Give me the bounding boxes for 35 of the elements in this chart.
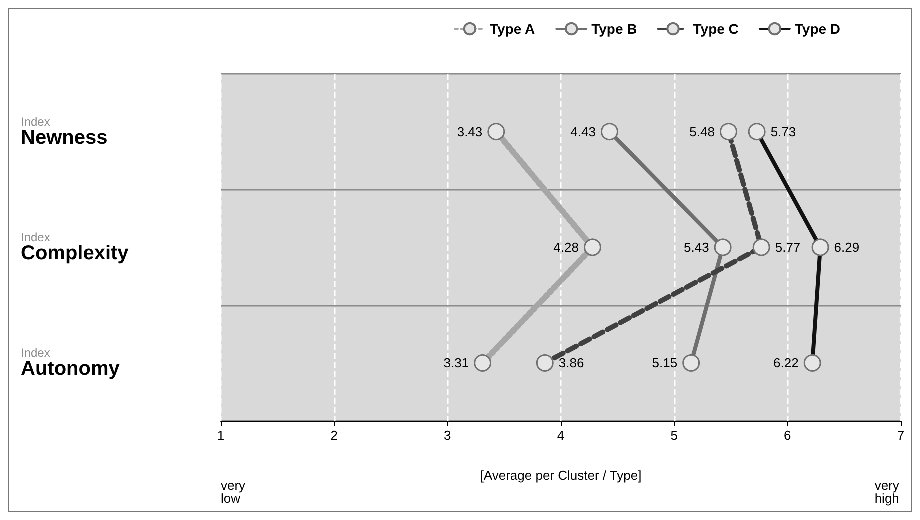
data-label: 5.48 bbox=[690, 124, 715, 140]
data-label: 4.43 bbox=[570, 124, 596, 140]
x-tick-label: 6 bbox=[784, 428, 792, 443]
y-tick-label: Index Complexity bbox=[21, 230, 130, 264]
point bbox=[601, 123, 618, 141]
legend-label: Type B bbox=[592, 21, 638, 37]
x-tick-label: 1 bbox=[217, 428, 225, 443]
x-tick-label: 5 bbox=[670, 428, 678, 443]
x-tick-label: 4 bbox=[557, 428, 565, 443]
data-label: 6.22 bbox=[774, 356, 799, 371]
text: very high bbox=[874, 478, 903, 506]
data-label: 3.86 bbox=[558, 356, 584, 371]
point bbox=[752, 238, 770, 256]
point bbox=[536, 354, 554, 372]
data-label: 3.31 bbox=[444, 356, 470, 371]
data-label: 3.43 bbox=[457, 124, 483, 140]
legend-label: Type C bbox=[693, 21, 739, 37]
data-label: 5.73 bbox=[770, 124, 796, 140]
x-tick-label: 2 bbox=[330, 428, 338, 443]
point bbox=[682, 354, 700, 372]
text: very low bbox=[221, 478, 250, 506]
y-tick-label: Index Autonomy bbox=[21, 346, 121, 380]
data-label: 5.77 bbox=[775, 240, 801, 255]
point bbox=[714, 238, 732, 256]
legend-label: Type D bbox=[794, 21, 841, 37]
data-label: 6.29 bbox=[834, 240, 860, 255]
y-tick-label: Index Newness bbox=[21, 114, 108, 149]
x-axis-title: [Average per Cluster / Type] bbox=[480, 468, 642, 483]
data-label: 4.28 bbox=[554, 240, 579, 255]
legend-label: Type A bbox=[490, 21, 536, 37]
x-tick-label: 7 bbox=[897, 428, 905, 443]
x-tick-label: 3 bbox=[444, 428, 452, 443]
data-label: 5.15 bbox=[652, 356, 678, 371]
point bbox=[720, 123, 738, 141]
data-label: 5.43 bbox=[684, 240, 710, 255]
